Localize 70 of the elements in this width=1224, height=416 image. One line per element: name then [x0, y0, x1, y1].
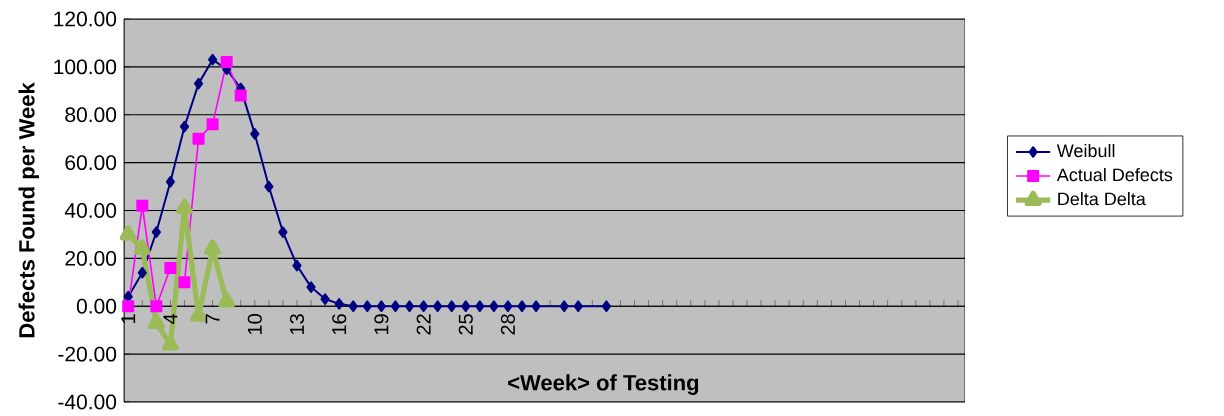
y-tick-label: 80.00 — [65, 107, 117, 123]
y-tick-label: -20.00 — [58, 346, 117, 362]
point — [292, 259, 302, 272]
x-tick-label: 4 — [163, 313, 178, 324]
point — [218, 292, 236, 308]
point — [179, 120, 190, 133]
point — [573, 300, 583, 312]
y-tick-label: 20.00 — [65, 250, 117, 266]
point — [192, 132, 205, 145]
point — [161, 335, 179, 351]
point — [175, 198, 193, 215]
point — [264, 180, 274, 193]
point — [165, 175, 176, 188]
y-tick-label: -40.00 — [58, 394, 117, 410]
legend-label: Weibull — [1056, 143, 1115, 158]
point — [133, 239, 151, 255]
y-tick-label: 120.00 — [54, 11, 117, 27]
point — [475, 300, 485, 312]
point — [601, 300, 611, 312]
point — [119, 224, 137, 241]
point — [320, 293, 330, 305]
y-tick-label: 60.00 — [65, 155, 117, 171]
point — [433, 300, 443, 312]
legend-label: Delta Delta — [1058, 191, 1146, 206]
point — [147, 313, 165, 329]
point — [418, 300, 429, 312]
x-tick-label: 25 — [458, 314, 473, 335]
y-tick-label: 40.00 — [64, 203, 117, 218]
point — [334, 298, 344, 310]
x-tick-label: 10 — [247, 314, 262, 334]
point — [461, 300, 471, 312]
point — [362, 300, 372, 312]
point — [559, 300, 569, 312]
point — [404, 300, 415, 312]
y-tick-label: 100.00 — [54, 59, 117, 75]
x-tick-label: 28 — [500, 314, 516, 335]
point — [517, 300, 527, 312]
point — [136, 199, 149, 212]
point — [204, 239, 222, 255]
point — [234, 89, 247, 102]
point — [348, 300, 358, 312]
point — [531, 300, 541, 312]
point — [278, 226, 288, 238]
point — [137, 266, 147, 279]
y-axis-title: Defects Found per Week — [18, 82, 39, 338]
x-tick-label: 13 — [289, 314, 305, 334]
point — [306, 281, 316, 293]
point — [206, 118, 219, 131]
point — [150, 300, 163, 313]
point — [489, 300, 499, 312]
point — [122, 300, 135, 313]
x-tick-label: 1 — [121, 314, 136, 323]
point — [178, 276, 191, 289]
x-axis-title: <Week> of Testing — [508, 374, 699, 395]
point — [164, 261, 177, 274]
point — [503, 300, 513, 312]
point — [390, 300, 401, 312]
point — [220, 56, 233, 69]
y-tick-label: 0.00 — [76, 298, 117, 314]
x-tick-label: 16 — [332, 314, 347, 334]
point — [151, 226, 161, 238]
x-tick-label: 7 — [205, 314, 220, 324]
x-tick-label: 22 — [416, 314, 431, 335]
point — [250, 128, 260, 140]
point — [447, 300, 457, 312]
point — [193, 77, 204, 90]
point — [376, 300, 386, 312]
point — [208, 53, 218, 66]
x-tick-label: 19 — [374, 314, 389, 334]
legend-label: Actual Defects — [1056, 167, 1173, 182]
